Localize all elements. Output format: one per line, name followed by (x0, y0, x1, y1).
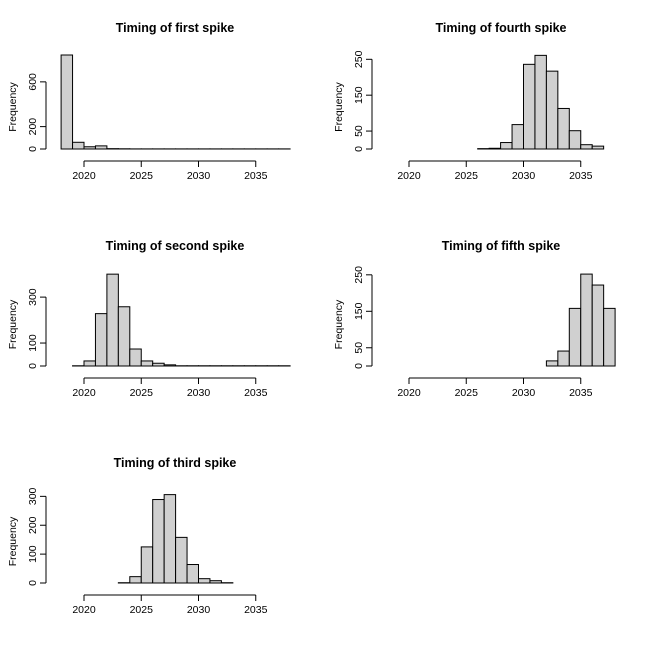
x-tick-label: 2035 (244, 604, 268, 616)
histogram-bar (511, 124, 524, 150)
histogram-bar (106, 273, 119, 367)
chart-title: Timing of first spike (116, 21, 235, 35)
y-tick-label: 0 (27, 146, 39, 152)
y-tick-label: 600 (27, 73, 39, 91)
x-tick-label: 2030 (512, 387, 536, 399)
histogram-bar (72, 141, 85, 150)
x-tick-label: 2020 (397, 387, 421, 399)
histogram-bar (129, 348, 142, 367)
histogram-panel-3: Timing of second spike Frequency 2020 2025 2… (7, 239, 291, 399)
histogram-panel-5: Timing of third spike Frequency 2020 2025 20… (7, 456, 268, 616)
chart-title: Timing of second spike (106, 239, 245, 253)
histogram-bar (140, 546, 154, 584)
histogram-bar (129, 576, 142, 584)
histogram-bar (140, 360, 154, 367)
histogram-panel-4: Timing of fifth spike Frequency 2020 2025 20… (333, 239, 616, 399)
histogram-bar (488, 147, 502, 150)
histogram-bar (163, 494, 177, 584)
y-tick-label: 50 (353, 125, 365, 137)
histogram-bar (580, 144, 593, 150)
histogram-bar (186, 564, 200, 584)
y-tick-label: 150 (353, 302, 365, 320)
y-tick-label: 100 (27, 545, 39, 563)
histogram-bar (500, 142, 513, 150)
x-tick-label: 2020 (72, 604, 96, 616)
x-tick-label: 2035 (244, 170, 268, 182)
y-axis-label: Frequency (7, 81, 19, 131)
y-tick-label: 150 (353, 86, 365, 104)
histogram-panel-1: Timing of first spike Frequency 2020 2025 20… (7, 21, 291, 182)
y-tick-label: 0 (27, 363, 39, 369)
histogram-bar (152, 362, 165, 367)
histogram-bar (557, 107, 570, 150)
histogram-bar (83, 360, 96, 367)
x-tick-label: 2030 (512, 170, 536, 182)
y-tick-label: 0 (353, 146, 365, 152)
x-tick-label: 2025 (130, 387, 154, 399)
x-tick-label: 2025 (455, 170, 479, 182)
histogram-bar (198, 578, 211, 584)
y-tick-label: 250 (353, 266, 365, 284)
x-tick-label: 2025 (455, 387, 479, 399)
y-tick-label: 200 (27, 118, 39, 136)
y-axis-label: Frequency (333, 299, 345, 349)
histogram-bar (60, 54, 74, 150)
chart-title: Timing of third spike (114, 456, 237, 470)
histogram-bar (568, 130, 582, 150)
histogram-bar (603, 307, 616, 367)
y-tick-label: 100 (27, 334, 39, 352)
histogram-bar (591, 284, 605, 367)
x-tick-label: 2025 (130, 604, 154, 616)
x-tick-label: 2030 (187, 387, 211, 399)
y-tick-label: 50 (353, 342, 365, 354)
chart-title: Timing of fifth spike (442, 239, 561, 253)
histogram-bar (94, 313, 108, 367)
histogram-bar (209, 580, 222, 584)
histogram-bar (94, 145, 108, 150)
histogram-bar (545, 70, 559, 150)
y-tick-label: 0 (353, 363, 365, 369)
y-tick-label: 0 (27, 580, 39, 586)
histogram-bar (568, 307, 582, 367)
histogram-panel-2: Timing of fourth spike Frequency 2020 2025 2… (333, 21, 605, 182)
histogram-bar (152, 499, 165, 584)
x-tick-label: 2035 (244, 387, 268, 399)
histogram-bar (117, 306, 131, 367)
x-tick-label: 2030 (187, 604, 211, 616)
chart-title: Timing of fourth spike (435, 21, 566, 35)
x-tick-label: 2020 (397, 170, 421, 182)
histogram-bar (534, 54, 547, 150)
y-axis-label: Frequency (7, 516, 19, 566)
y-axis-label: Frequency (333, 81, 345, 131)
histogram-bar (591, 145, 605, 150)
y-tick-label: 300 (27, 288, 39, 306)
x-tick-label: 2020 (72, 387, 96, 399)
x-tick-label: 2035 (569, 387, 593, 399)
y-tick-label: 200 (27, 516, 39, 534)
x-tick-label: 2035 (569, 170, 593, 182)
histogram-bar (83, 146, 96, 150)
x-tick-label: 2020 (72, 170, 96, 182)
y-axis-label: Frequency (7, 299, 19, 349)
y-tick-label: 250 (353, 50, 365, 68)
x-tick-label: 2025 (130, 170, 154, 182)
histogram-bar (523, 63, 536, 150)
histogram-bar (580, 273, 593, 367)
histogram-bar (557, 350, 570, 367)
histogram-bar (175, 536, 188, 584)
histogram-bar (545, 360, 559, 367)
x-tick-label: 2030 (187, 170, 211, 182)
histogram-bar (163, 364, 177, 367)
y-tick-label: 300 (27, 487, 39, 505)
